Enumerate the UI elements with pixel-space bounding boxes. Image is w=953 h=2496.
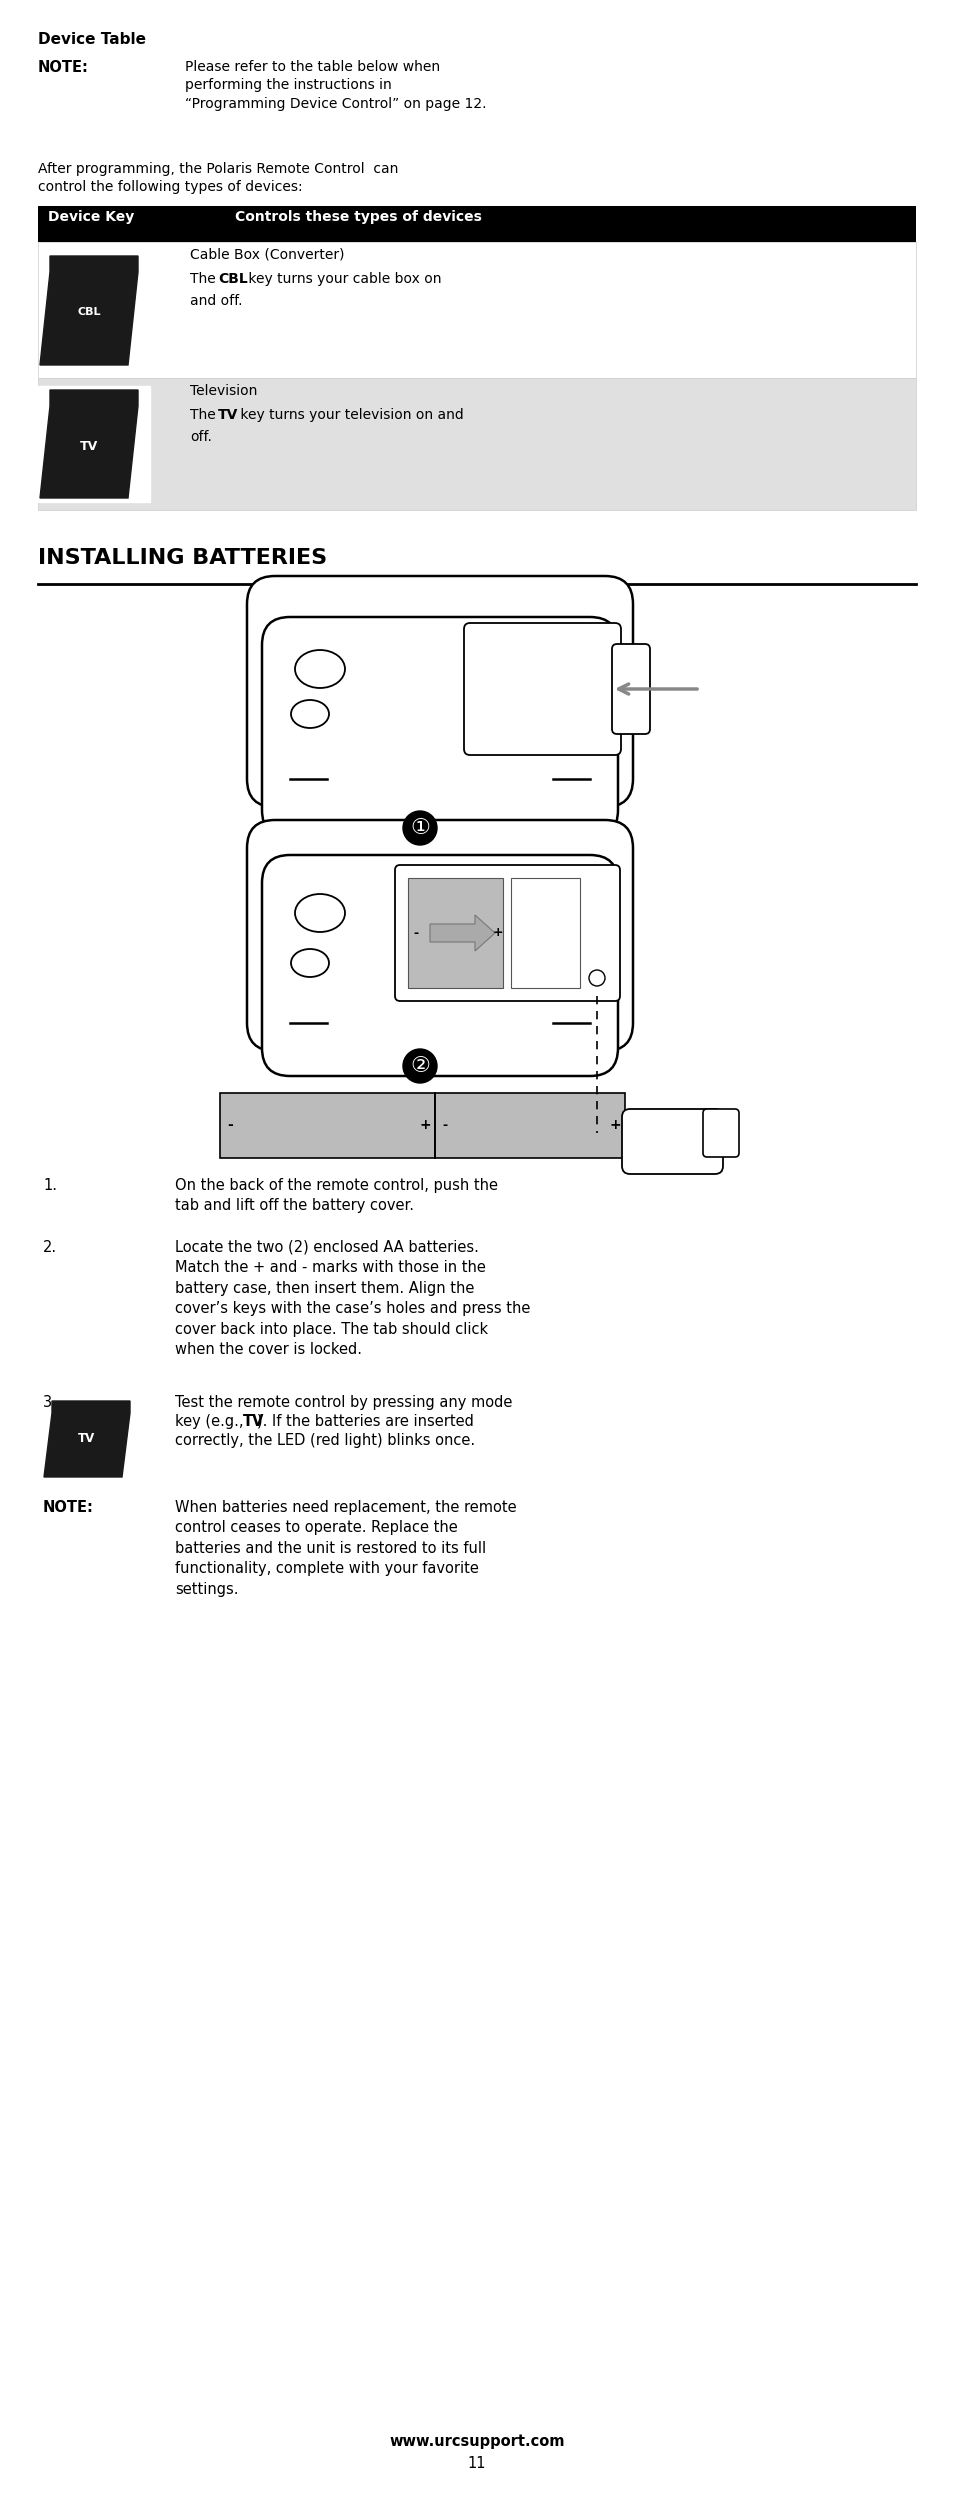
FancyBboxPatch shape bbox=[330, 1003, 550, 1033]
Text: Test the remote control by pressing any mode: Test the remote control by pressing any … bbox=[174, 1395, 512, 1410]
Circle shape bbox=[402, 811, 436, 846]
Text: After programming, the Polaris Remote Control  can
control the following types o: After programming, the Polaris Remote Co… bbox=[38, 162, 398, 195]
Text: www.urcsupport.com: www.urcsupport.com bbox=[389, 2434, 564, 2449]
Circle shape bbox=[588, 971, 604, 986]
Text: off.: off. bbox=[190, 429, 212, 444]
FancyBboxPatch shape bbox=[702, 1108, 739, 1158]
Text: INSTALLING BATTERIES: INSTALLING BATTERIES bbox=[38, 549, 327, 569]
Text: Device Key: Device Key bbox=[48, 210, 134, 225]
FancyBboxPatch shape bbox=[38, 207, 915, 242]
Ellipse shape bbox=[291, 948, 329, 976]
Text: The: The bbox=[190, 407, 220, 422]
Text: Cable Box (Converter): Cable Box (Converter) bbox=[190, 247, 344, 262]
Text: ②: ② bbox=[410, 1056, 430, 1076]
Text: Controls these types of devices: Controls these types of devices bbox=[234, 210, 481, 225]
Text: The: The bbox=[190, 272, 220, 287]
FancyBboxPatch shape bbox=[262, 856, 618, 1076]
FancyBboxPatch shape bbox=[408, 879, 502, 988]
FancyBboxPatch shape bbox=[395, 866, 619, 1001]
Text: +: + bbox=[609, 1118, 620, 1133]
Text: TV: TV bbox=[80, 439, 98, 452]
Text: key turns your cable box on: key turns your cable box on bbox=[244, 272, 441, 287]
FancyBboxPatch shape bbox=[38, 377, 915, 509]
Text: TV: TV bbox=[243, 1415, 264, 1430]
Polygon shape bbox=[44, 1400, 130, 1478]
Text: -: - bbox=[442, 1118, 447, 1131]
Text: +: + bbox=[492, 926, 503, 938]
Text: TV: TV bbox=[78, 1433, 95, 1445]
FancyBboxPatch shape bbox=[247, 577, 633, 806]
Text: ①: ① bbox=[410, 819, 430, 839]
Text: NOTE:: NOTE: bbox=[38, 60, 89, 75]
Text: 2.: 2. bbox=[43, 1241, 57, 1255]
FancyBboxPatch shape bbox=[247, 821, 633, 1051]
Text: Device Table: Device Table bbox=[38, 32, 146, 47]
FancyBboxPatch shape bbox=[38, 387, 150, 502]
Circle shape bbox=[402, 1048, 436, 1083]
Text: ). If the batteries are inserted: ). If the batteries are inserted bbox=[256, 1415, 474, 1430]
FancyBboxPatch shape bbox=[330, 759, 550, 789]
Text: NOTE:: NOTE: bbox=[43, 1500, 93, 1515]
FancyBboxPatch shape bbox=[612, 644, 649, 734]
FancyBboxPatch shape bbox=[463, 624, 620, 754]
Text: and off.: and off. bbox=[190, 295, 242, 307]
Polygon shape bbox=[40, 257, 138, 364]
FancyBboxPatch shape bbox=[220, 1093, 435, 1158]
Text: Please refer to the table below when
performing the instructions in
“Programming: Please refer to the table below when per… bbox=[185, 60, 486, 110]
Text: CBL: CBL bbox=[77, 307, 101, 317]
Text: On the back of the remote control, push the
tab and lift off the battery cover.: On the back of the remote control, push … bbox=[174, 1178, 497, 1213]
Text: correctly, the LED (red light) blinks once.: correctly, the LED (red light) blinks on… bbox=[174, 1433, 475, 1448]
Text: Locate the two (2) enclosed AA batteries.
Match the + and - marks with those in : Locate the two (2) enclosed AA batteries… bbox=[174, 1241, 530, 1358]
Text: TV: TV bbox=[218, 407, 238, 422]
Text: Television: Television bbox=[190, 384, 257, 397]
FancyBboxPatch shape bbox=[435, 1093, 624, 1158]
FancyBboxPatch shape bbox=[38, 242, 915, 377]
Ellipse shape bbox=[294, 649, 345, 689]
Text: 3.: 3. bbox=[43, 1395, 57, 1410]
Text: key turns your television on and: key turns your television on and bbox=[235, 407, 463, 422]
Polygon shape bbox=[430, 916, 495, 951]
Text: When batteries need replacement, the remote
control ceases to operate. Replace t: When batteries need replacement, the rem… bbox=[174, 1500, 517, 1597]
Ellipse shape bbox=[294, 894, 345, 931]
Text: -: - bbox=[413, 926, 418, 938]
FancyBboxPatch shape bbox=[511, 879, 579, 988]
Text: CBL: CBL bbox=[218, 272, 248, 287]
Ellipse shape bbox=[291, 699, 329, 729]
FancyBboxPatch shape bbox=[621, 1108, 722, 1173]
Polygon shape bbox=[40, 389, 138, 499]
Text: 11: 11 bbox=[467, 2456, 486, 2471]
FancyBboxPatch shape bbox=[262, 617, 618, 839]
Text: +: + bbox=[418, 1118, 431, 1133]
Text: 1.: 1. bbox=[43, 1178, 57, 1193]
Text: -: - bbox=[227, 1118, 233, 1133]
Text: key (e.g.,: key (e.g., bbox=[174, 1415, 248, 1430]
